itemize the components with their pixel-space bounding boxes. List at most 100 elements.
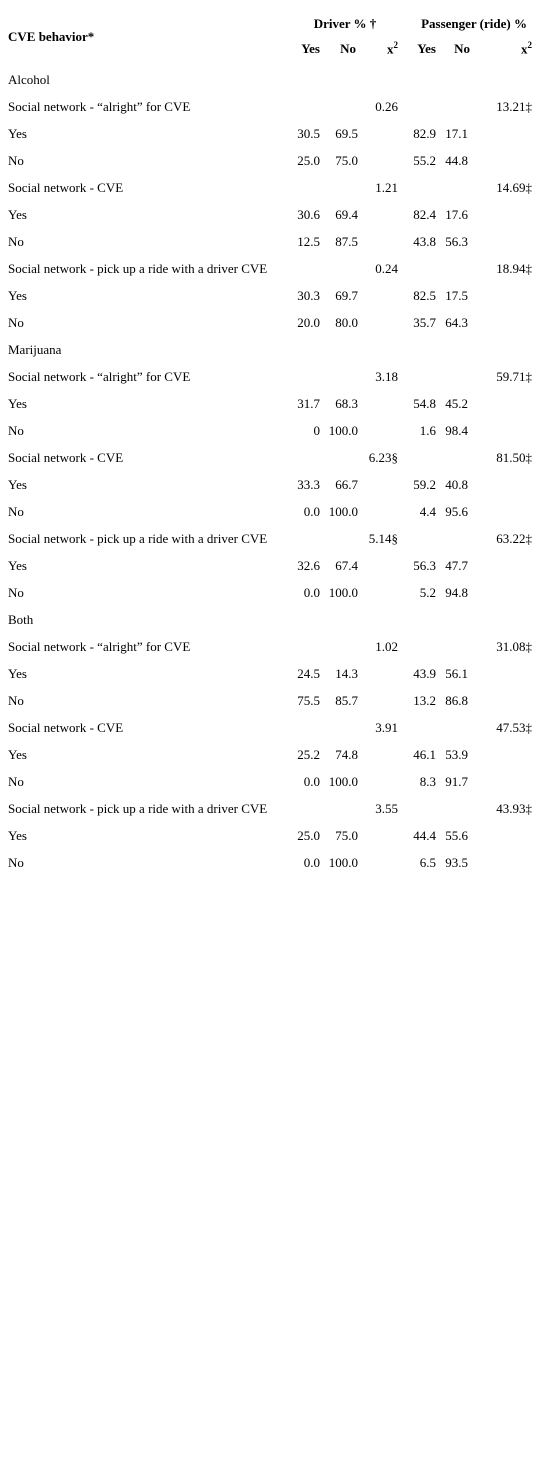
driver-yes-cell bbox=[288, 606, 322, 633]
passenger-yes-cell: 55.2 bbox=[413, 152, 436, 168]
passenger-yes-cell bbox=[402, 714, 438, 741]
driver-no-cell bbox=[322, 336, 362, 363]
passenger-yes-cell: 82.9 bbox=[413, 125, 436, 141]
row-label: Social network - CVE bbox=[8, 179, 124, 195]
stat-row: Social network - CVE 6.23§ 81.50‡ bbox=[6, 444, 536, 471]
passenger-no-cell bbox=[438, 525, 478, 552]
passenger-no-cell: 94.8 bbox=[445, 584, 468, 600]
driver-yes-cell: 25.2 bbox=[297, 746, 320, 762]
passenger-yes-cell: 43.9 bbox=[413, 665, 436, 681]
row-label: Yes bbox=[8, 557, 27, 573]
driver-yes-cell: 30.3 bbox=[297, 287, 320, 303]
table-row: No 12.5 87.5 43.8 56.3 bbox=[6, 228, 536, 255]
driver-yes-cell bbox=[288, 444, 322, 471]
table-row: No 0.0 100.0 5.2 94.8 bbox=[6, 579, 536, 606]
table-row: Yes 33.3 66.7 59.2 40.8 bbox=[6, 471, 536, 498]
passenger-yes-cell: 54.8 bbox=[413, 395, 436, 411]
passenger-chi2-cell: 43.93‡ bbox=[496, 800, 533, 816]
passenger-no-cell: 17.6 bbox=[445, 206, 468, 222]
driver-yes-cell bbox=[288, 66, 322, 93]
row-label: Social network - CVE bbox=[8, 449, 124, 465]
driver-no-cell: 100.0 bbox=[328, 503, 358, 519]
driver-chi2-cell bbox=[362, 552, 402, 579]
driver-no-cell: 69.5 bbox=[335, 125, 358, 141]
passenger-yes-cell bbox=[402, 93, 438, 120]
driver-chi2-cell bbox=[362, 228, 402, 255]
passenger-yes-cell: 35.7 bbox=[413, 314, 436, 330]
row-label: Social network - pick up a ride with a d… bbox=[8, 800, 268, 816]
driver-chi2-cell: 0.24 bbox=[375, 260, 398, 276]
passenger-chi2-cell: 63.22‡ bbox=[496, 530, 533, 546]
passenger-no-cell bbox=[438, 606, 478, 633]
driver-chi2-cell: 3.55 bbox=[375, 800, 398, 816]
row-label: No bbox=[8, 233, 24, 249]
row-label: Yes bbox=[8, 125, 27, 141]
passenger-no-cell: 86.8 bbox=[445, 692, 468, 708]
driver-no-cell: 14.3 bbox=[335, 665, 358, 681]
passenger-chi2-cell bbox=[478, 498, 536, 525]
driver-yes-cell: 0.0 bbox=[303, 584, 320, 600]
table-row: Yes 24.5 14.3 43.9 56.1 bbox=[6, 660, 536, 687]
passenger-yes-cell bbox=[402, 795, 438, 822]
passenger-yes-cell: 5.2 bbox=[419, 584, 436, 600]
driver-chi2-cell: 6.23§ bbox=[368, 449, 398, 465]
passenger-chi2-cell bbox=[478, 309, 536, 336]
passenger-no-cell bbox=[438, 633, 478, 660]
driver-chi2-cell bbox=[362, 390, 402, 417]
driver-yes-cell: 30.5 bbox=[297, 125, 320, 141]
passenger-no-cell: 56.1 bbox=[445, 665, 468, 681]
driver-no-cell: 75.0 bbox=[335, 827, 358, 843]
passenger-no-cell: 53.9 bbox=[445, 746, 468, 762]
driver-chi2-cell bbox=[362, 849, 402, 876]
chi-symbol: x bbox=[521, 41, 528, 57]
row-label: Yes bbox=[8, 287, 27, 303]
driver-yes-cell bbox=[288, 336, 322, 363]
row-label: Yes bbox=[8, 827, 27, 843]
driver-no-cell bbox=[322, 66, 362, 93]
table-row: No 0.0 100.0 6.5 93.5 bbox=[6, 849, 536, 876]
passenger-no-cell bbox=[438, 336, 478, 363]
passenger-no-cell: 55.6 bbox=[445, 827, 468, 843]
passenger-yes-cell bbox=[402, 336, 438, 363]
driver-chi2-cell bbox=[362, 660, 402, 687]
driver-no-cell: 100.0 bbox=[328, 854, 358, 870]
driver-chi2-cell bbox=[362, 498, 402, 525]
driver-yes-cell: 20.0 bbox=[297, 314, 320, 330]
driver-chi2-cell: 3.91 bbox=[375, 719, 398, 735]
passenger-yes-cell: 56.3 bbox=[413, 557, 436, 573]
table-row: No 75.5 85.7 13.2 86.8 bbox=[6, 687, 536, 714]
driver-no-cell: 66.7 bbox=[335, 476, 358, 492]
driver-chi2-cell bbox=[362, 687, 402, 714]
driver-yes-cell: 12.5 bbox=[297, 233, 320, 249]
chi-superscript: 2 bbox=[527, 40, 533, 51]
driver-yes-cell bbox=[288, 714, 322, 741]
passenger-no-cell bbox=[438, 66, 478, 93]
passenger-yes-cell: 82.4 bbox=[413, 206, 436, 222]
row-label: Yes bbox=[8, 206, 27, 222]
passenger-no-cell: 17.1 bbox=[445, 125, 468, 141]
driver-yes-cell bbox=[288, 525, 322, 552]
passenger-no-cell: 56.3 bbox=[445, 233, 468, 249]
passenger-chi2-cell: 14.69‡ bbox=[496, 179, 533, 195]
driver-chi2-cell bbox=[362, 579, 402, 606]
driver-chi2-cell bbox=[362, 417, 402, 444]
driver-chi2-cell: 1.21 bbox=[375, 179, 398, 195]
driver-chi2-cell bbox=[362, 147, 402, 174]
table-row: Yes 32.6 67.4 56.3 47.7 bbox=[6, 552, 536, 579]
section-row: Both bbox=[6, 606, 536, 633]
header-row-groups: CVE behavior* Driver % † Passenger (ride… bbox=[6, 4, 536, 44]
passenger-yes-cell: 46.1 bbox=[413, 746, 436, 762]
passenger-no-cell: 95.6 bbox=[445, 503, 468, 519]
driver-chi2-cell bbox=[362, 606, 402, 633]
driver-yes-cell: 25.0 bbox=[297, 827, 320, 843]
passenger-yes-cell: 8.3 bbox=[419, 773, 436, 789]
passenger-chi2-cell bbox=[478, 741, 536, 768]
driver-no-cell: 87.5 bbox=[335, 233, 358, 249]
row-label: No bbox=[8, 692, 24, 708]
table-row: No 0.0 100.0 8.3 91.7 bbox=[6, 768, 536, 795]
driver-chi2-cell bbox=[362, 309, 402, 336]
driver-chi2-cell: 3.18 bbox=[375, 368, 398, 384]
row-label: Social network - “alright” for CVE bbox=[8, 98, 191, 114]
driver-chi2-cell: 0.26 bbox=[375, 98, 398, 114]
driver-chi2-cell bbox=[362, 336, 402, 363]
